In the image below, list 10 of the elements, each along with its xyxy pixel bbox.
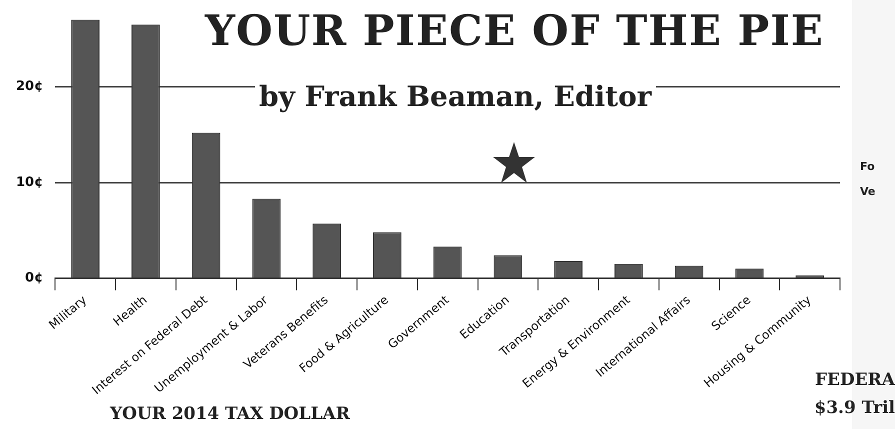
text: Ve <box>860 185 876 198</box>
text: Fo <box>860 160 875 173</box>
y-tick-label: 10¢ <box>16 174 44 190</box>
y-tick-label: 0¢ <box>25 270 44 286</box>
text: YOUR 2014 TAX DOLLAR <box>110 404 350 424</box>
text: $3.9 Tril <box>814 398 895 418</box>
y-tick-label: 20¢ <box>16 79 44 94</box>
text: FEDERA <box>814 370 895 390</box>
chart-title: YOUR PIECE OF THE PIE <box>205 6 824 55</box>
text: by Frank Beaman, Editor <box>255 80 656 113</box>
